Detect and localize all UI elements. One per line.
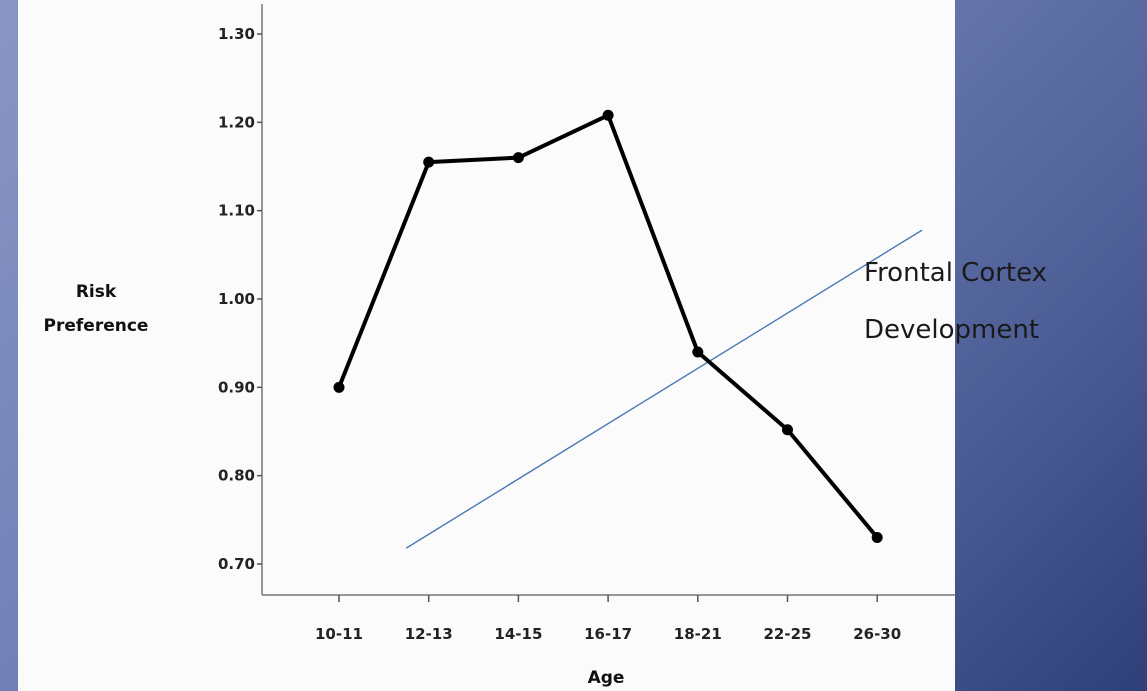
x-tick-label: 14-15 <box>494 625 542 643</box>
y-tick-label: 1.20 <box>218 113 255 131</box>
y-tick-label: 0.80 <box>218 467 255 485</box>
chart-panel <box>18 0 955 691</box>
data-point <box>423 156 435 168</box>
y-tick-label: 1.30 <box>218 25 255 43</box>
data-point <box>782 424 793 436</box>
y-tick-label: 0.70 <box>218 555 255 573</box>
data-point <box>871 532 883 543</box>
x-axis-label: Age <box>588 668 625 688</box>
y-tick-label: 0.90 <box>218 378 255 396</box>
y-tick-label: 1.10 <box>218 202 255 220</box>
y-axis-label-line-2: Preference <box>44 316 149 336</box>
data-point <box>512 152 524 164</box>
risk-preference-series-line <box>337 113 879 539</box>
data-point <box>692 346 704 358</box>
x-tick-label: 22-25 <box>764 625 812 643</box>
annotation-line-1: Frontal Cortex <box>864 258 1047 288</box>
x-tick-label: 18-21 <box>674 625 722 643</box>
x-tick-label: 12-13 <box>405 625 453 643</box>
data-point <box>333 381 345 393</box>
x-tick-label: 10-11 <box>315 625 363 643</box>
y-tick-label: 1.00 <box>218 290 255 308</box>
y-axis-label-line-1: Risk <box>76 282 117 302</box>
frontal-cortex-trend-line <box>405 229 923 549</box>
annotation-line-2: Development <box>864 315 1039 345</box>
x-tick-label: 26-30 <box>853 625 901 643</box>
data-point <box>602 109 614 121</box>
x-tick-label: 16-17 <box>584 625 632 643</box>
